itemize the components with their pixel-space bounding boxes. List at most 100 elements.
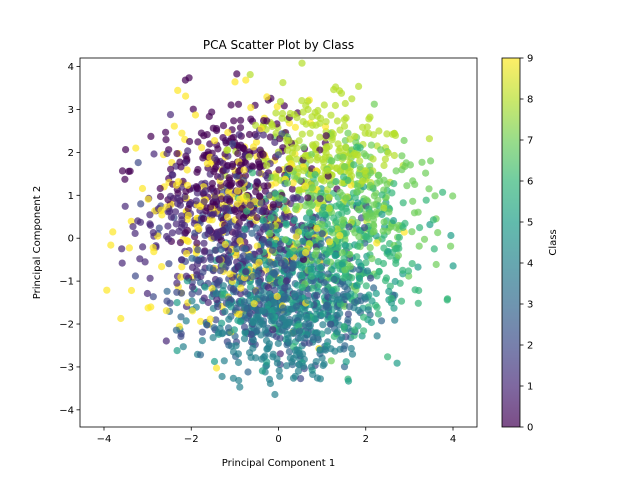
scatter-point (117, 314, 125, 323)
colorbar-tick-label: 7 (527, 136, 533, 147)
scatter-point (263, 93, 271, 101)
scatter-point (346, 135, 354, 143)
scatter-point (306, 156, 314, 164)
scatter-point (166, 192, 175, 200)
scatter-point (355, 266, 363, 274)
scatter-point (305, 231, 313, 239)
scatter-point (270, 298, 278, 307)
scatter-point (271, 286, 279, 294)
scatter-point (296, 186, 304, 194)
scatter-point (360, 327, 368, 335)
scatter-point (146, 274, 154, 282)
scatter-point (374, 310, 382, 318)
scatter-point (278, 130, 286, 138)
scatter-point (173, 347, 181, 355)
scatter-point (320, 279, 328, 287)
scatter-point (234, 350, 242, 358)
scatter-point (253, 213, 261, 222)
y-tick-label: 2 (68, 148, 74, 159)
scatter-point (317, 189, 325, 197)
scatter-point (217, 195, 226, 203)
scatter-point (429, 216, 437, 224)
scatter-point (220, 357, 228, 365)
scatter-point (279, 79, 287, 87)
scatter-point (226, 182, 234, 190)
scatter-point (332, 177, 340, 186)
scatter-point (300, 143, 308, 151)
scatter-point (400, 136, 408, 145)
scatter-point (208, 284, 216, 293)
scatter-point (364, 306, 372, 314)
scatter-point (290, 247, 298, 255)
scatter-point (134, 159, 142, 167)
scatter-point (134, 217, 142, 225)
scatter-point (386, 252, 394, 260)
scatter-point (132, 144, 140, 152)
scatter-point (329, 130, 337, 138)
scatter-point (292, 202, 300, 210)
scatter-point (392, 167, 400, 175)
scatter-point (333, 117, 341, 125)
scatter-point (235, 131, 243, 139)
scatter-point (382, 274, 391, 282)
scatter-point (362, 282, 370, 290)
scatter-point (257, 199, 265, 207)
scatter-point (335, 295, 343, 303)
scatter-point (212, 290, 220, 298)
scatter-point (249, 344, 257, 352)
scatter-point (146, 221, 155, 229)
scatter-point (182, 272, 190, 280)
scatter-point (249, 336, 257, 344)
scatter-point (176, 239, 184, 247)
scatter-point (323, 167, 332, 175)
scatter-point (293, 239, 301, 248)
scatter-point (118, 245, 126, 253)
scatter-point (224, 146, 232, 154)
scatter-point (268, 246, 276, 254)
scatter-points (103, 59, 457, 399)
scatter-point (177, 313, 185, 321)
scatter-point (320, 101, 328, 109)
colorbar-tick-label: 8 (527, 95, 533, 106)
scatter-point (344, 129, 352, 137)
scatter-point (146, 211, 154, 219)
scatter-point (276, 245, 284, 253)
scatter-point (298, 59, 306, 67)
scatter-point (243, 192, 251, 201)
scatter-point (226, 270, 234, 278)
scatter-point (188, 254, 196, 262)
scatter-point (255, 192, 264, 200)
scatter-point (330, 275, 338, 283)
scatter-point (170, 122, 178, 130)
scatter-point (246, 71, 254, 79)
scatter-point (301, 182, 309, 190)
scatter-point (271, 138, 279, 146)
scatter-point (144, 195, 152, 203)
scatter-point (336, 309, 344, 317)
scatter-point (316, 346, 324, 354)
scatter-point (268, 120, 276, 129)
scatter-point (368, 297, 376, 305)
scatter-point (331, 251, 339, 259)
scatter-point (293, 194, 301, 202)
scatter-point (319, 321, 327, 329)
scatter-point (230, 117, 238, 125)
scatter-point (200, 248, 209, 256)
scatter-point (370, 201, 378, 209)
scatter-point (131, 229, 139, 237)
y-tick-label: 0 (68, 234, 74, 245)
scatter-point (211, 154, 219, 162)
scatter-point (285, 271, 293, 279)
scatter-point (415, 242, 423, 250)
scatter-point (283, 146, 292, 154)
scatter-point (404, 267, 413, 275)
scatter-point (178, 129, 186, 137)
scatter-point (234, 358, 243, 367)
scatter-point (254, 270, 262, 278)
scatter-point (168, 229, 176, 237)
scatter-point (259, 206, 267, 214)
scatter-point (319, 310, 327, 318)
scatter-point (162, 128, 170, 136)
scatter-point (334, 140, 342, 148)
scatter-point (137, 200, 145, 208)
